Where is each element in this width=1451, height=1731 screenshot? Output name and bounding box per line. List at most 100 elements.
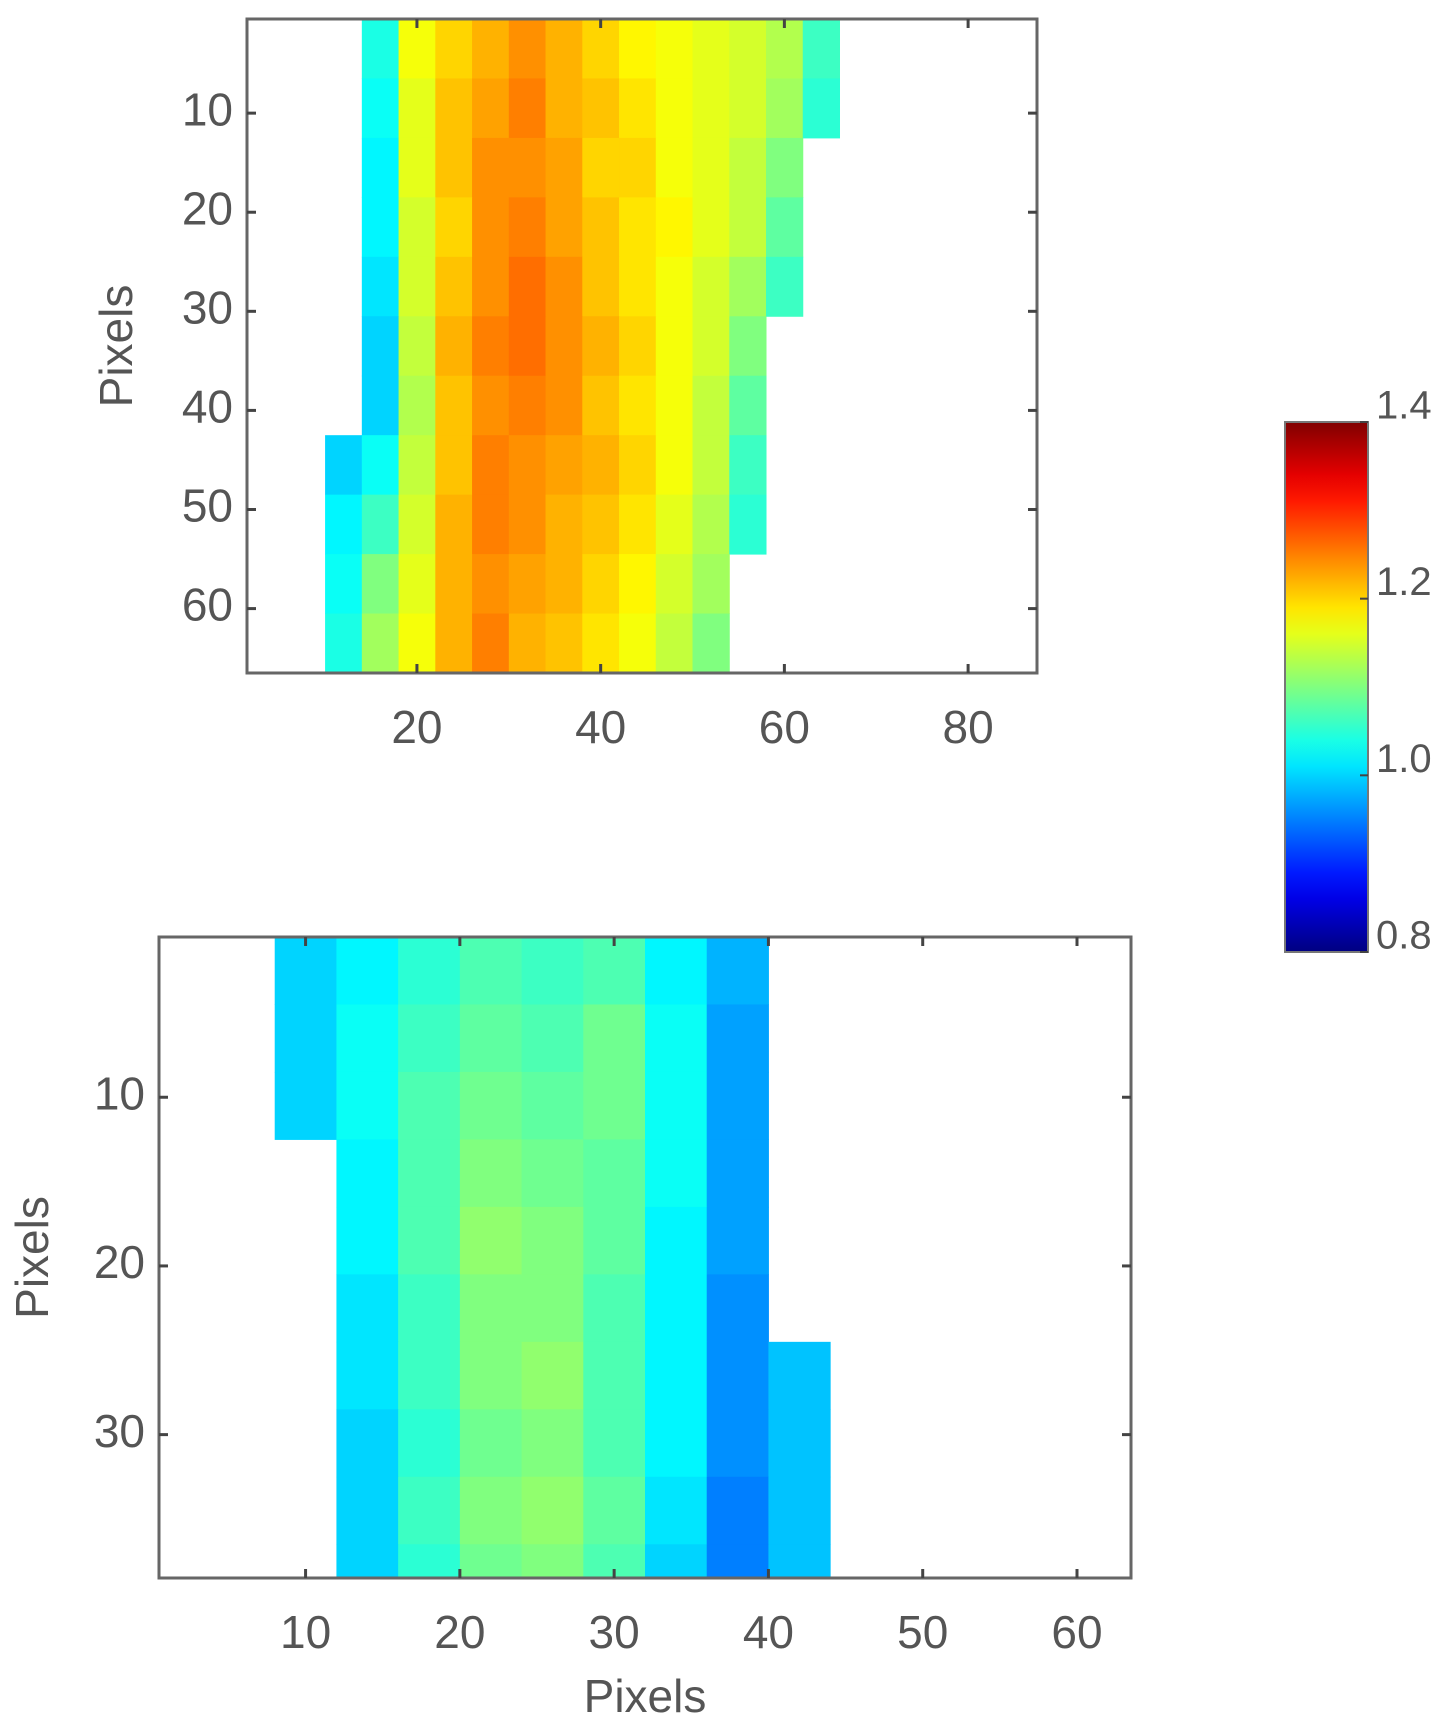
heatmap-cell <box>336 937 399 1005</box>
heatmap-cell <box>655 78 694 139</box>
heatmap-cell <box>435 375 473 436</box>
heatmap-cell <box>692 554 730 615</box>
heatmap-cell <box>582 256 620 317</box>
heatmap-cell <box>508 554 547 615</box>
heatmap-cell <box>619 375 657 436</box>
heatmap-cell <box>521 1004 584 1073</box>
heatmap-cell <box>583 1274 646 1343</box>
heatmap-cell <box>692 613 730 674</box>
heatmap-cell <box>766 137 804 198</box>
colorbar-tick-label: 0.8 <box>1376 914 1432 958</box>
heatmap-cell <box>583 1341 646 1410</box>
heatmap-cell <box>508 375 547 436</box>
heatmap-cell <box>398 1004 461 1073</box>
heatmap-cell <box>325 613 363 674</box>
heatmap-cell <box>645 1544 708 1579</box>
y-tick-label: 10 <box>94 1067 145 1119</box>
heatmap-cell <box>435 256 473 317</box>
x-tick-label: 80 <box>943 701 994 753</box>
heatmap-cell <box>545 19 583 79</box>
heatmap-cell <box>472 375 510 436</box>
heatmap-cell <box>459 1476 523 1545</box>
heatmap-cell <box>459 1206 523 1275</box>
heatmap-cell <box>692 494 730 555</box>
heatmap-cell <box>398 1139 461 1208</box>
y-tick-label: 40 <box>182 381 233 433</box>
x-tick-label: 20 <box>391 701 442 753</box>
heatmap-cell <box>472 554 510 615</box>
heatmap-cell <box>508 78 547 139</box>
heatmap-cell <box>729 435 767 496</box>
heatmap-cell <box>768 1544 831 1579</box>
heatmap-cell <box>435 137 473 198</box>
heatmap-cell <box>619 316 657 377</box>
heatmap-cell <box>521 1341 584 1410</box>
heatmap-cell <box>692 197 730 258</box>
heatmap-cell <box>459 1071 523 1140</box>
heatmap-cell <box>459 1004 523 1073</box>
heatmap-cell <box>508 197 547 258</box>
heatmap-cell <box>655 435 694 496</box>
heatmap-cell <box>398 554 436 615</box>
heatmap-cell <box>582 375 620 436</box>
heatmap-cell <box>766 78 804 139</box>
heatmap-cell <box>583 1476 646 1545</box>
heatmap-cell <box>274 1071 337 1140</box>
heatmap-cell <box>619 613 657 674</box>
heatmap-cell <box>508 613 547 674</box>
heatmap-cell <box>361 19 400 79</box>
heatmap-cell <box>336 1206 399 1275</box>
heatmap-cell <box>325 554 363 615</box>
heatmap-cell <box>729 78 767 139</box>
heatmap-cell <box>706 1274 769 1343</box>
heatmap-cell <box>398 1544 461 1579</box>
heatmap-cell <box>336 1274 399 1343</box>
heatmap-cell <box>583 1004 646 1073</box>
heatmap-cell <box>645 1341 708 1410</box>
heatmap-cell <box>645 1071 708 1140</box>
x-tick-label: 60 <box>1051 1606 1102 1658</box>
heatmap-cell <box>729 316 767 377</box>
heatmap-cell <box>521 1206 584 1275</box>
heatmap-cell <box>655 316 694 377</box>
heatmap-cell <box>435 613 473 674</box>
heatmap-cell <box>325 494 363 555</box>
heatmap-cell <box>645 1476 708 1545</box>
heatmap-cell <box>472 197 510 258</box>
heatmap-cell <box>325 435 363 496</box>
heatmap-cell <box>655 256 694 317</box>
y-tick-label: 30 <box>182 281 233 333</box>
heatmap-cell <box>361 613 400 674</box>
heatmap-cell <box>435 19 473 79</box>
heatmap-cell <box>583 1409 646 1478</box>
heatmap-cell <box>398 197 436 258</box>
heatmap-cell <box>545 256 583 317</box>
heatmap-cell <box>361 256 400 317</box>
heatmap-cell <box>692 256 730 317</box>
heatmap-cell <box>472 316 510 377</box>
axes-frame <box>157 935 1133 1580</box>
heatmap-cell <box>435 197 473 258</box>
x-tick-label: 20 <box>434 1606 485 1658</box>
heatmap-cell <box>361 435 400 496</box>
heatmap-cell <box>336 1341 399 1410</box>
heatmap-cell <box>545 554 583 615</box>
heatmap-cell <box>336 1409 399 1478</box>
heatmap-cell <box>459 1274 523 1343</box>
heatmap-cell <box>508 256 547 317</box>
heatmap-cell <box>645 937 708 1005</box>
colorbar-tick-label: 1.4 <box>1376 384 1432 428</box>
y-tick-label: 30 <box>94 1405 145 1457</box>
heatmap-cell <box>435 554 473 615</box>
heatmap-cell <box>655 613 694 674</box>
heatmap-cell <box>398 1071 461 1140</box>
x-tick-label: 10 <box>280 1606 331 1658</box>
y-axis-label: Pixels <box>6 1196 58 1319</box>
heatmap-cell <box>655 375 694 436</box>
heatmap-cell <box>398 19 436 79</box>
heatmap-cell <box>508 137 547 198</box>
heatmap-cell <box>521 1139 584 1208</box>
heatmap-cell <box>545 613 583 674</box>
heatmap-cell <box>706 937 769 1005</box>
